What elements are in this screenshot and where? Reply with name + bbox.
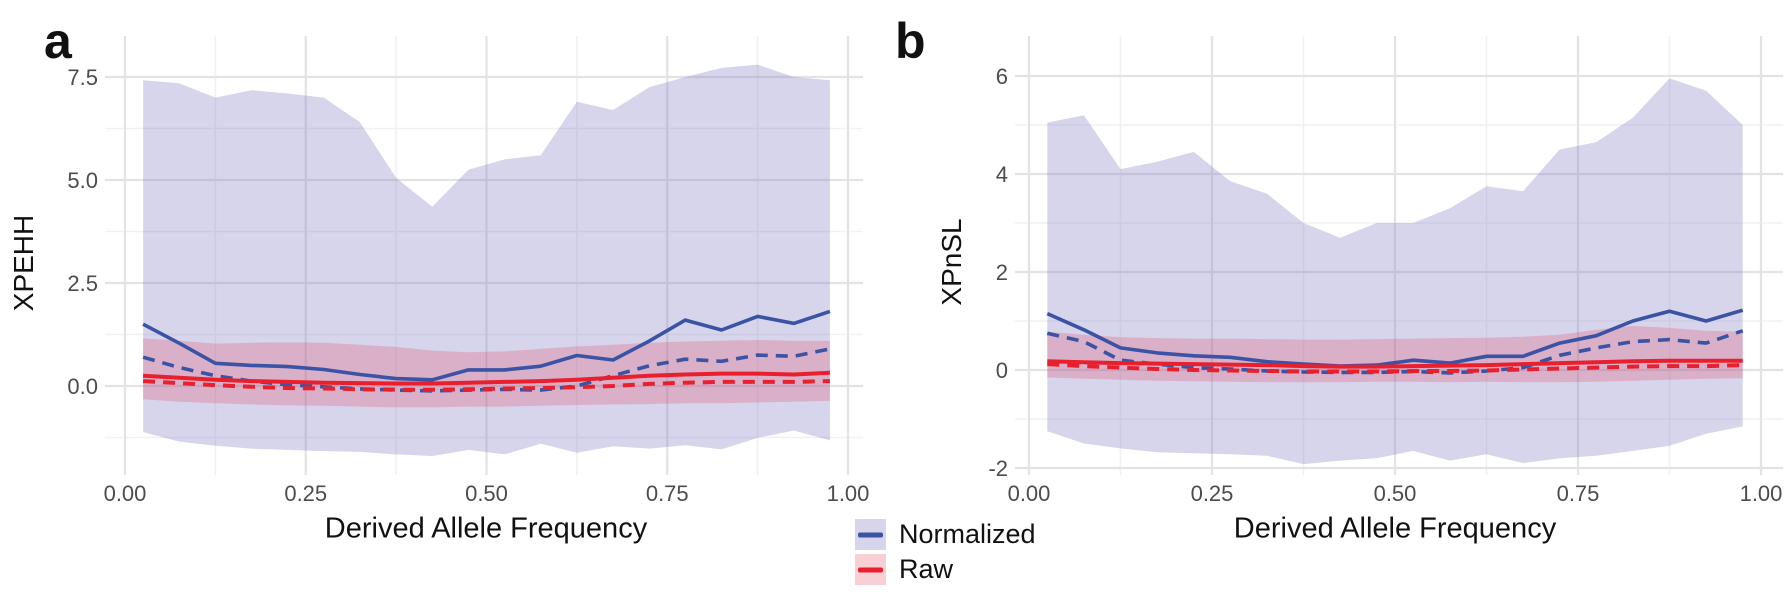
y-tick-label: 0.0 (67, 374, 98, 399)
x-tick-label: 0.50 (1374, 481, 1417, 506)
line-raw-dashed (142, 379, 830, 392)
legend-line-normalized (858, 532, 883, 537)
y-tick-label: 2.5 (67, 271, 98, 296)
y-tick-label: 2 (996, 260, 1008, 285)
legend-swatch-raw (855, 554, 886, 585)
y-tick-label: -2 (988, 456, 1008, 481)
y-tick-label: 4 (996, 162, 1008, 187)
x-tick-label: 0.00 (104, 481, 147, 506)
y-axis-title-xpehh: XPEHH (8, 214, 39, 312)
line-raw-solid (142, 370, 830, 386)
x-tick-label: 0.75 (1557, 481, 1600, 506)
line-raw-dashed (1047, 362, 1743, 374)
x-tick-label: 0.25 (1191, 481, 1234, 506)
x-axis-title-b: Derived Allele Frequency (1233, 512, 1557, 545)
x-tick-label: 0.25 (284, 481, 327, 506)
panel-label-a: a (44, 13, 72, 69)
x-tick-label: 0.50 (465, 481, 508, 506)
x-tick-label: 1.00 (1740, 481, 1783, 506)
x-tick-label: 0.75 (646, 481, 689, 506)
x-tick-label: 1.00 (827, 481, 870, 506)
legend-label-raw: Raw (899, 554, 954, 584)
panel-label-b: b (895, 13, 926, 69)
y-tick-label: 0 (996, 358, 1008, 383)
legend: Normalized Raw (855, 519, 1036, 589)
y-axis-title-xpnsl: XPnSL (936, 218, 967, 306)
line-raw-solid (1047, 358, 1743, 369)
legend-label-normalized: Normalized (899, 519, 1036, 549)
ribbon-normalized-range (143, 64, 830, 456)
legend-swatch-normalized (855, 519, 886, 550)
legend-item-raw: Raw (855, 554, 1036, 585)
line-normalized-solid (1046, 308, 1744, 368)
line-normalized-solid (142, 309, 831, 382)
x-tick-label: 0.00 (1008, 481, 1051, 506)
x-axis-title-a: Derived Allele Frequency (324, 512, 648, 545)
y-tick-label: 7.5 (67, 65, 98, 90)
y-tick-label: 6 (996, 64, 1008, 89)
legend-item-normalized: Normalized (855, 519, 1036, 550)
y-tick-label: 5.0 (67, 168, 98, 193)
legend-line-raw (858, 567, 883, 572)
